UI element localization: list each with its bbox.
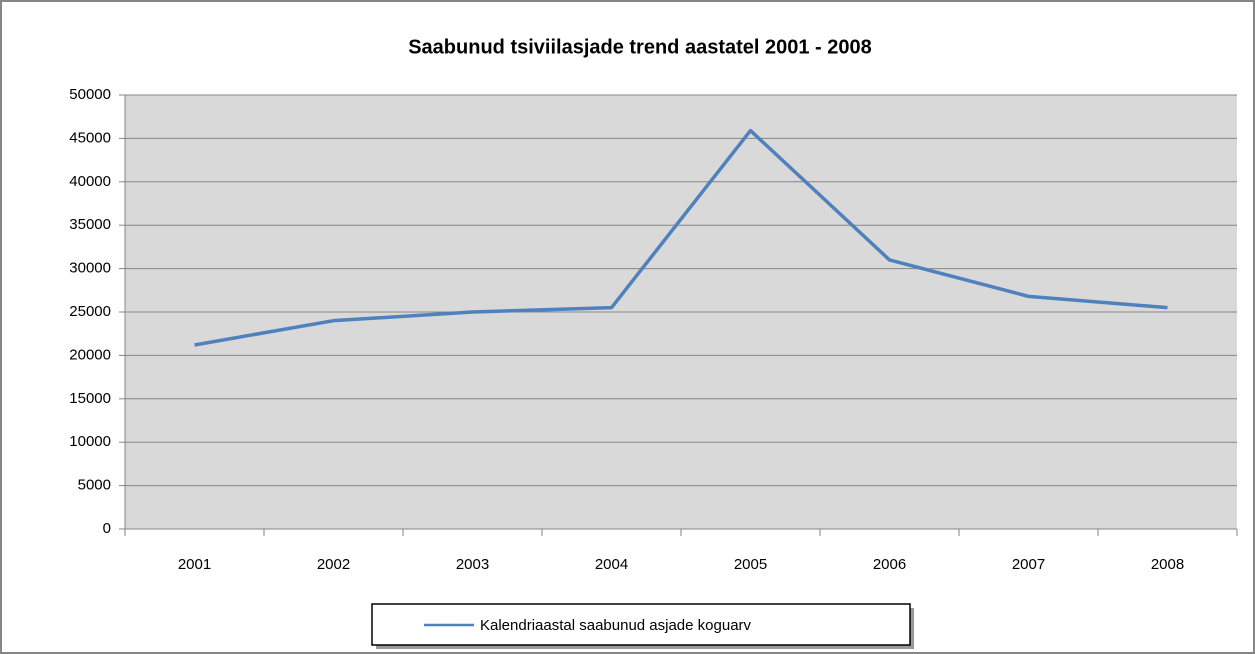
y-tick-label: 25000 bbox=[69, 303, 111, 320]
y-tick-label: 10000 bbox=[69, 433, 111, 450]
y-tick-label: 5000 bbox=[78, 477, 111, 494]
chart-title: Saabunud tsiviilasjade trend aastatel 20… bbox=[408, 36, 872, 58]
x-tick-label: 2001 bbox=[178, 556, 211, 573]
x-tick-label: 2005 bbox=[734, 556, 767, 573]
x-tick-label: 2006 bbox=[873, 556, 906, 573]
series-line bbox=[194, 128, 1168, 347]
y-tick-label: 0 bbox=[103, 520, 111, 537]
x-tick-label: 2003 bbox=[456, 556, 489, 573]
x-tick-label: 2002 bbox=[317, 556, 350, 573]
y-tick-label: 35000 bbox=[69, 216, 111, 233]
y-tick-label: 50000 bbox=[69, 86, 111, 103]
y-tick-label: 20000 bbox=[69, 346, 111, 363]
y-tick-label: 15000 bbox=[69, 390, 111, 407]
x-tick-label: 2008 bbox=[1151, 556, 1184, 573]
y-tick-label: 45000 bbox=[69, 129, 111, 146]
x-tick-label: 2004 bbox=[595, 556, 628, 573]
legend-label: Kalendriaastal saabunud asjade koguarv bbox=[480, 617, 752, 634]
y-tick-label: 30000 bbox=[69, 260, 111, 277]
x-tick-label: 2007 bbox=[1012, 556, 1045, 573]
y-tick-label: 40000 bbox=[69, 173, 111, 190]
